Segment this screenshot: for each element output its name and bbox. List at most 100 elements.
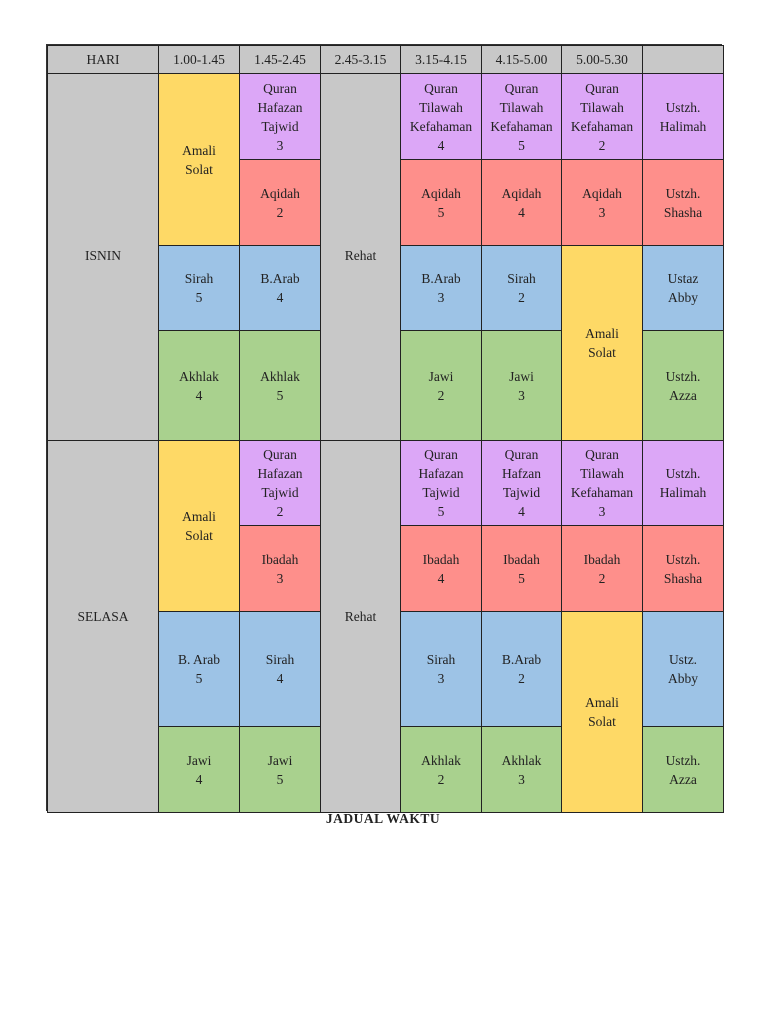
subject-cell-line: 3	[437, 290, 445, 305]
subject-cell-line: 2	[518, 671, 525, 686]
teacher-cell: Ustzh. Shasha	[642, 159, 724, 246]
subject-cell: Akhlak 2	[400, 726, 482, 813]
teacher-cell: Ustzh. Shasha	[642, 525, 724, 612]
amali-solat-cell: Amali Solat	[561, 611, 643, 813]
subject-cell: Jawi 5	[239, 726, 321, 813]
teacher-cell-line: Shasha	[663, 204, 703, 220]
subject-cell: Aqidah 5	[400, 159, 482, 246]
subject-cell: Quran Tilawah Kefahaman 4	[400, 73, 482, 160]
subject-cell-line: Aqidah	[501, 185, 542, 201]
subject-cell-line: 3	[276, 137, 284, 153]
subject-cell-line: Kefahaman	[570, 485, 634, 500]
subject-cell-line: 5	[195, 671, 203, 686]
teacher-cell-line: Azza	[669, 771, 697, 787]
rehat-cell: Rehat	[320, 440, 401, 813]
teacher-cell: Ustaz Abby	[642, 245, 724, 331]
subject-cell-line: Kefahaman	[570, 118, 634, 134]
subject-cell-line: 3	[518, 771, 525, 787]
amali-solat-cell-line: Solat	[185, 161, 213, 177]
subject-cell: Quran Hafazan Tajwid 3	[239, 73, 321, 160]
subject-cell-line: 4	[518, 204, 525, 220]
subject-cell-line: Tajwid	[422, 485, 460, 500]
teacher-cell-line: Ustzh.	[665, 368, 701, 384]
subject-cell: Quran Tilawah Kefahaman 2	[561, 73, 643, 160]
subject-cell-line: 4	[437, 137, 445, 153]
subject-cell: Akhlak 3	[481, 726, 562, 813]
subject-cell-line: Ibadah	[503, 551, 540, 567]
teacher-cell-line: Ustzh.	[665, 752, 701, 768]
teacher-cell-line: Azza	[669, 387, 697, 403]
subject-cell-line: Aqidah	[582, 185, 622, 201]
teacher-cell: Ustzh. Halimah	[642, 440, 724, 526]
subject-cell-line: Akhlak	[260, 368, 300, 384]
subject-cell: Jawi 3	[481, 330, 562, 441]
subject-cell-line: Quran	[504, 80, 539, 96]
subject-cell: Jawi 4	[158, 726, 240, 813]
day-label-isnin: ISNIN	[47, 73, 159, 441]
subject-cell-line: Hafazan	[418, 466, 464, 481]
teacher-cell-line: Ustzh.	[665, 466, 701, 481]
subject-cell-line: Aqidah	[421, 185, 461, 201]
subject-cell-line: 5	[437, 504, 445, 519]
subject-cell: Quran Tilawah Kefahaman 5	[481, 73, 562, 160]
amali-solat-cell-line: Amali	[585, 695, 619, 710]
timetable: HARI 1.00-1.45 1.45-2.45 2.45-3.15 3.15-4.15…	[46, 44, 724, 813]
header-time-slot: 3.15-4.15	[400, 45, 482, 74]
subject-cell: Quran Hafazan Tajwid 5	[400, 440, 482, 526]
subject-cell-line: Sirah	[265, 652, 295, 667]
subject-cell: Quran Hafzan Tajwid 4	[481, 440, 562, 526]
header-hari: HARI	[47, 45, 159, 74]
amali-solat-cell-line: Solat	[588, 345, 616, 360]
subject-cell-line: 3	[598, 204, 606, 220]
subject-cell-line: 4	[437, 570, 445, 586]
subject-cell-line: 5	[518, 570, 525, 586]
teacher-cell: Ustz. Abby	[642, 611, 724, 727]
subject-cell-line: Tajwid	[261, 485, 299, 500]
subject-cell: Aqidah 4	[481, 159, 562, 246]
header-time-slot: 1.00-1.45	[158, 45, 240, 74]
amali-solat-cell-line: Solat	[185, 528, 213, 543]
teacher-cell-line: Ustzh.	[665, 99, 701, 115]
subject-cell-line: Tilawah	[419, 99, 463, 115]
subject-cell-line: 2	[276, 204, 284, 220]
subject-cell: Sirah 4	[239, 611, 321, 727]
header-time-slot: 5.00-5.30	[561, 45, 643, 74]
subject-cell: B. Arab 5	[158, 611, 240, 727]
subject-cell-line: Quran	[504, 447, 539, 462]
subject-cell: Ibadah 4	[400, 525, 482, 612]
subject-cell-line: 5	[518, 137, 525, 153]
subject-cell-line: 4	[518, 504, 525, 519]
subject-cell-line: Akhlak	[501, 752, 542, 768]
subject-cell-line: Tilawah	[580, 99, 624, 115]
subject-cell-line: 3	[598, 504, 606, 519]
subject-cell: Aqidah 2	[239, 159, 321, 246]
subject-cell-line: 5	[276, 771, 284, 787]
subject-cell-line: Tilawah	[499, 99, 544, 115]
subject-cell-line: Tilawah	[580, 466, 624, 481]
teacher-cell: Ustzh. Azza	[642, 726, 724, 813]
subject-cell-line: B.Arab	[260, 271, 300, 286]
subject-cell-line: 5	[276, 387, 284, 403]
teacher-cell-line: Ustz.	[668, 652, 698, 667]
amali-solat-cell-line: Solat	[588, 714, 616, 729]
subject-cell-line: Hafazan	[257, 466, 303, 481]
subject-cell-line: 3	[276, 570, 284, 586]
teacher-cell-line: Ustzh.	[665, 551, 701, 567]
subject-cell: Ibadah 3	[239, 525, 321, 612]
subject-cell-line: Quran	[263, 447, 297, 462]
amali-solat-cell-line: Amali	[182, 142, 216, 158]
teacher-cell-line: Halimah	[659, 118, 707, 134]
teacher-cell-line: Shasha	[663, 570, 703, 586]
subject-cell-line: 4	[276, 290, 284, 305]
subject-cell-line: 2	[518, 290, 525, 305]
header-time-slot: 1.45-2.45	[239, 45, 321, 74]
subject-cell-line: Jawi	[267, 752, 293, 768]
teacher-cell-line: Ustzh.	[665, 185, 701, 201]
subject-cell-line: Kefahaman	[409, 118, 473, 134]
amali-solat-cell-line: Amali	[585, 326, 619, 341]
subject-cell-line: 2	[598, 137, 606, 153]
amali-solat-cell: Amali Solat	[158, 440, 240, 612]
subject-cell-line: 5	[437, 204, 445, 220]
header-time-slot: 2.45-3.15	[320, 45, 401, 74]
subject-cell-line: Hafazan	[257, 99, 303, 115]
